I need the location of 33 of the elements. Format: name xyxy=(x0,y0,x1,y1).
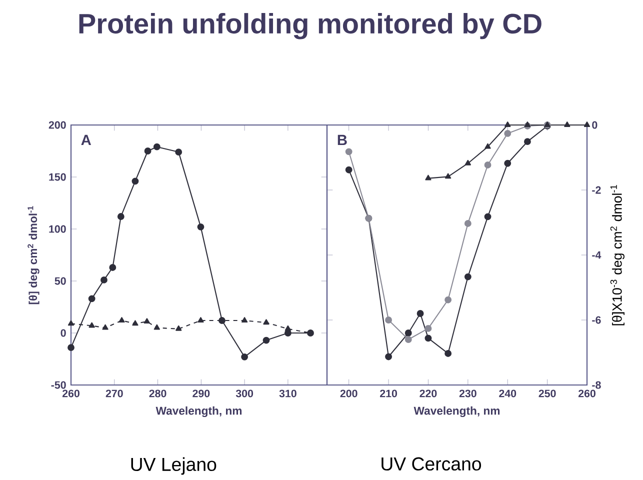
text: UV Cercano xyxy=(382,457,482,471)
x-tick-label: 210 xyxy=(380,390,397,398)
y2-tick-label: 0 xyxy=(592,121,598,129)
y2-tick-label: -8 xyxy=(592,381,601,389)
y2-tick-label: -2 xyxy=(592,186,601,194)
y-axis-title: [θ] deg cm$^{2}$ dmol$^{-1}$ xyxy=(28,206,40,304)
x-tick-label: 310 xyxy=(279,390,296,398)
y-tick-label: 0 xyxy=(60,329,66,337)
x-axis-title: Wavelength, nm xyxy=(156,406,242,418)
x-tick-label: 200 xyxy=(340,390,358,398)
x-axis-title: Wavelength, nm xyxy=(414,406,500,418)
x-tick-label: 280 xyxy=(149,390,166,398)
annotation: B xyxy=(338,134,347,146)
chart-title: Protein unfolding monitored by CD xyxy=(79,13,542,40)
x-tick-label: 260 xyxy=(62,390,80,398)
y-tick-label: 150 xyxy=(49,173,66,181)
y2-tick-label: -4 xyxy=(592,251,602,259)
x-tick-label: 300 xyxy=(236,390,254,398)
y-tick-label: 200 xyxy=(48,121,66,129)
x-tick-label: 220 xyxy=(420,390,437,398)
y-tick-label: 50 xyxy=(54,277,66,285)
y-tick-label: -50 xyxy=(51,381,66,389)
x-tick-label: 290 xyxy=(192,390,210,398)
x-tick-label: 270 xyxy=(106,390,123,398)
annotation: A xyxy=(81,134,92,146)
x-tick-label: 240 xyxy=(499,390,516,398)
x-tick-label: 230 xyxy=(459,390,476,398)
y2-axis-title: [θ]X10$^{-3}$ deg cm$^{2}$ dmol$^{-1}$ xyxy=(610,184,624,326)
y-tick-label: 100 xyxy=(49,225,66,233)
text: UV Lejano xyxy=(131,457,216,475)
x-tick-label: 250 xyxy=(538,390,556,398)
x-tick-label: 260 xyxy=(578,390,596,398)
y2-tick-label: -6 xyxy=(592,316,601,324)
